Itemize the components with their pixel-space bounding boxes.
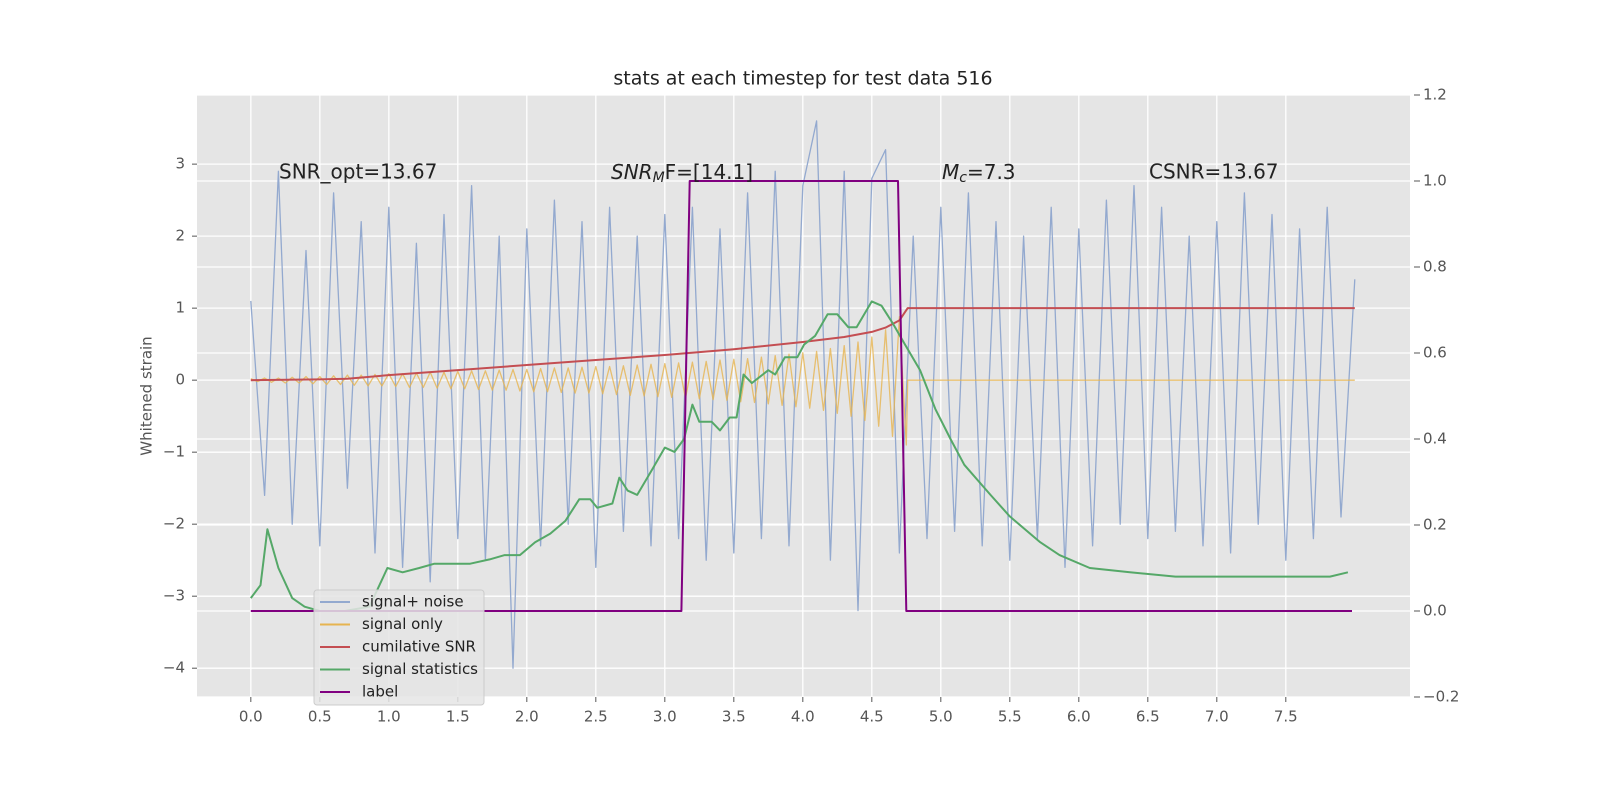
x-tick-label: 2.5 bbox=[584, 708, 608, 726]
y2-tick-label: −0.2 bbox=[1423, 688, 1459, 706]
annotation-base: SNR bbox=[611, 160, 653, 184]
legend-label: signal only bbox=[362, 615, 443, 633]
x-tick-label: 5.0 bbox=[929, 708, 953, 726]
annotation-base: M bbox=[942, 160, 959, 184]
legend-label: signal statistics bbox=[362, 660, 478, 678]
annotation-tail: F=[14.1] bbox=[665, 160, 753, 184]
x-tick-label: 7.0 bbox=[1205, 708, 1229, 726]
series-line bbox=[250, 307, 1355, 382]
legend-label: signal+ noise bbox=[362, 593, 464, 611]
x-tick-label: 1.5 bbox=[446, 708, 470, 726]
annotation: SNR_opt=13.67 bbox=[279, 160, 437, 184]
y2-tick-label: 0.0 bbox=[1423, 602, 1447, 620]
series-line bbox=[250, 300, 1349, 612]
y2-tick-label: 0.8 bbox=[1423, 258, 1447, 276]
x-tick-label: 3.5 bbox=[722, 708, 746, 726]
y2-tick-label: 0.2 bbox=[1423, 516, 1447, 534]
x-tick-label: 4.5 bbox=[860, 708, 884, 726]
y2-tick-label: 1.2 bbox=[1423, 86, 1447, 104]
y-tick-label: 2 bbox=[175, 227, 185, 245]
annotation-subscript: M bbox=[653, 170, 665, 186]
y-axis-label: Whitened strain bbox=[138, 336, 156, 455]
x-tick-label: 4.0 bbox=[791, 708, 815, 726]
series-line bbox=[250, 120, 1356, 669]
x-tick-label: 5.5 bbox=[998, 708, 1022, 726]
y-tick-label: −2 bbox=[163, 515, 185, 533]
y-tick-label: 3 bbox=[175, 155, 185, 173]
x-tick-label: 1.0 bbox=[377, 708, 401, 726]
series-line bbox=[250, 180, 1352, 612]
y2-tick-label: 0.6 bbox=[1423, 344, 1447, 362]
y2-tick-label: 1.0 bbox=[1423, 172, 1447, 190]
x-tick-label: 6.5 bbox=[1136, 708, 1160, 726]
legend-label: label bbox=[362, 683, 398, 701]
x-tick-label: 0.0 bbox=[239, 708, 263, 726]
annotation: Mc=7.3 bbox=[942, 160, 1016, 187]
annotation: SNRMF=[14.1] bbox=[611, 160, 753, 187]
x-tick-label: 6.0 bbox=[1067, 708, 1091, 726]
y-tick-label: −1 bbox=[163, 443, 185, 461]
annotation-tail: =7.3 bbox=[967, 160, 1016, 184]
x-tick-label: 3.0 bbox=[653, 708, 677, 726]
y2-tick-label: 0.4 bbox=[1423, 430, 1447, 448]
y-tick-label: −4 bbox=[163, 659, 185, 677]
legend-box bbox=[313, 589, 485, 706]
y-tick-label: 0 bbox=[175, 371, 185, 389]
annotation: CSNR=13.67 bbox=[1149, 160, 1279, 184]
x-tick-label: 0.5 bbox=[308, 708, 332, 726]
y-tick-label: 1 bbox=[175, 299, 185, 317]
annotation-subscript: c bbox=[959, 170, 967, 186]
legend-label: cumilative SNR bbox=[362, 638, 476, 656]
chart-title: stats at each timestep for test data 516 bbox=[613, 68, 992, 90]
x-tick-label: 7.5 bbox=[1274, 708, 1298, 726]
x-tick-label: 2.0 bbox=[515, 708, 539, 726]
y-tick-label: −3 bbox=[163, 587, 185, 605]
